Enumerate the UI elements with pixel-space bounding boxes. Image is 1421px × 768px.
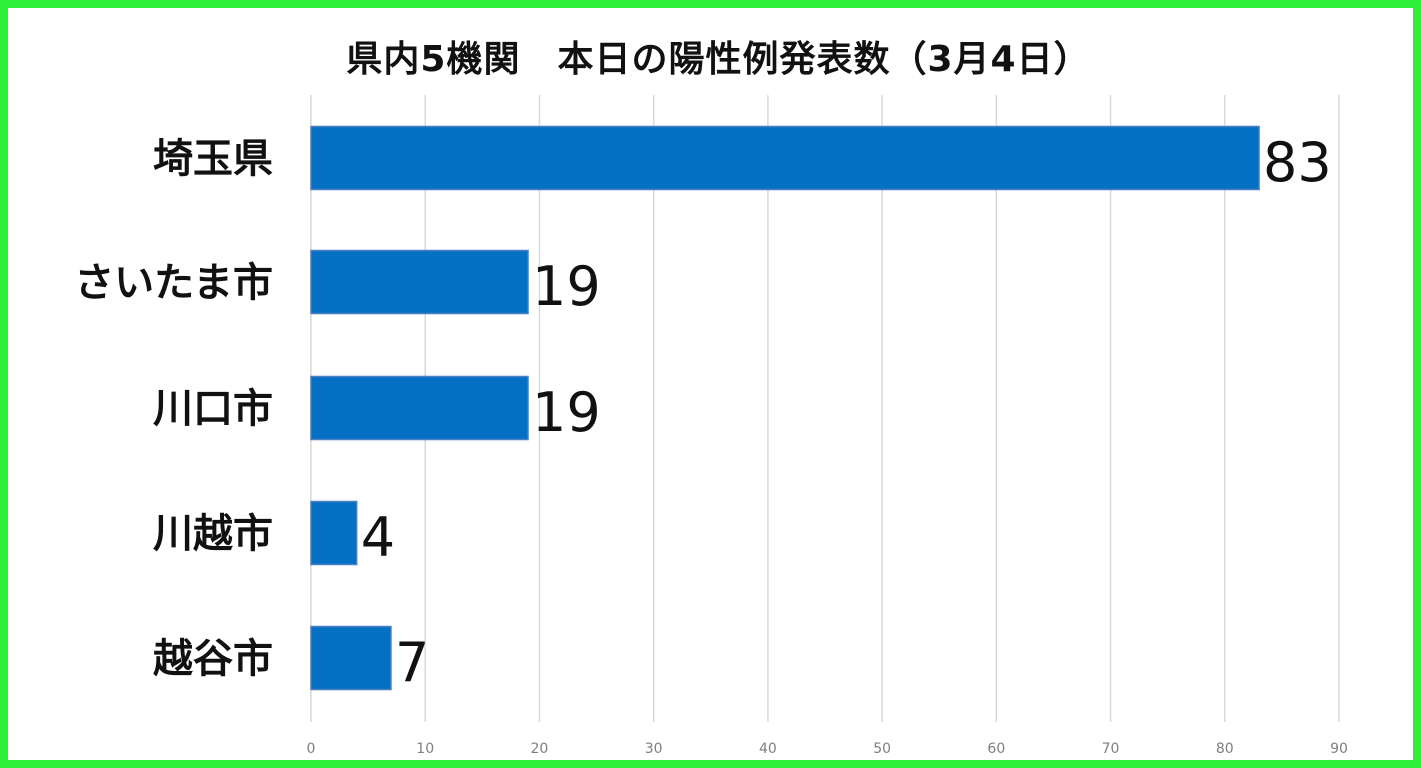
bar	[310, 375, 529, 441]
bar	[310, 249, 529, 315]
chart-title: 県内5機関 本日の陽性例発表数（3月4日）	[346, 39, 1091, 80]
bar	[310, 125, 1260, 191]
category-label: さいたま市	[74, 260, 273, 306]
x-tick-label: 20	[531, 741, 549, 757]
data-label: 19	[532, 255, 601, 318]
category-label: 越谷市	[153, 636, 273, 682]
x-tick-label: 80	[1216, 741, 1234, 757]
x-tick-label: 0	[307, 741, 316, 757]
x-tick-label: 50	[873, 741, 891, 757]
data-label: 4	[361, 506, 395, 569]
x-axis-ticks: 0 10 20 30 40 50 60 70 80 90	[307, 741, 1348, 757]
x-tick-label: 30	[645, 741, 663, 757]
data-label: 83	[1263, 131, 1332, 194]
bar	[310, 500, 358, 566]
x-tick-label: 60	[987, 741, 1005, 757]
data-labels: 83 19 19 47	[361, 131, 1332, 694]
category-label: 川口市	[153, 386, 273, 432]
bar	[310, 625, 392, 691]
category-label: 川越市	[153, 511, 273, 557]
data-label: 7	[395, 631, 429, 694]
category-label: 埼玉県	[153, 136, 273, 182]
x-tick-label: 90	[1330, 741, 1348, 757]
data-label: 19	[532, 381, 601, 444]
x-tick-label: 70	[1102, 741, 1120, 757]
x-tick-label: 10	[416, 741, 434, 757]
bars	[310, 125, 1260, 691]
x-tick-label: 40	[759, 741, 777, 757]
